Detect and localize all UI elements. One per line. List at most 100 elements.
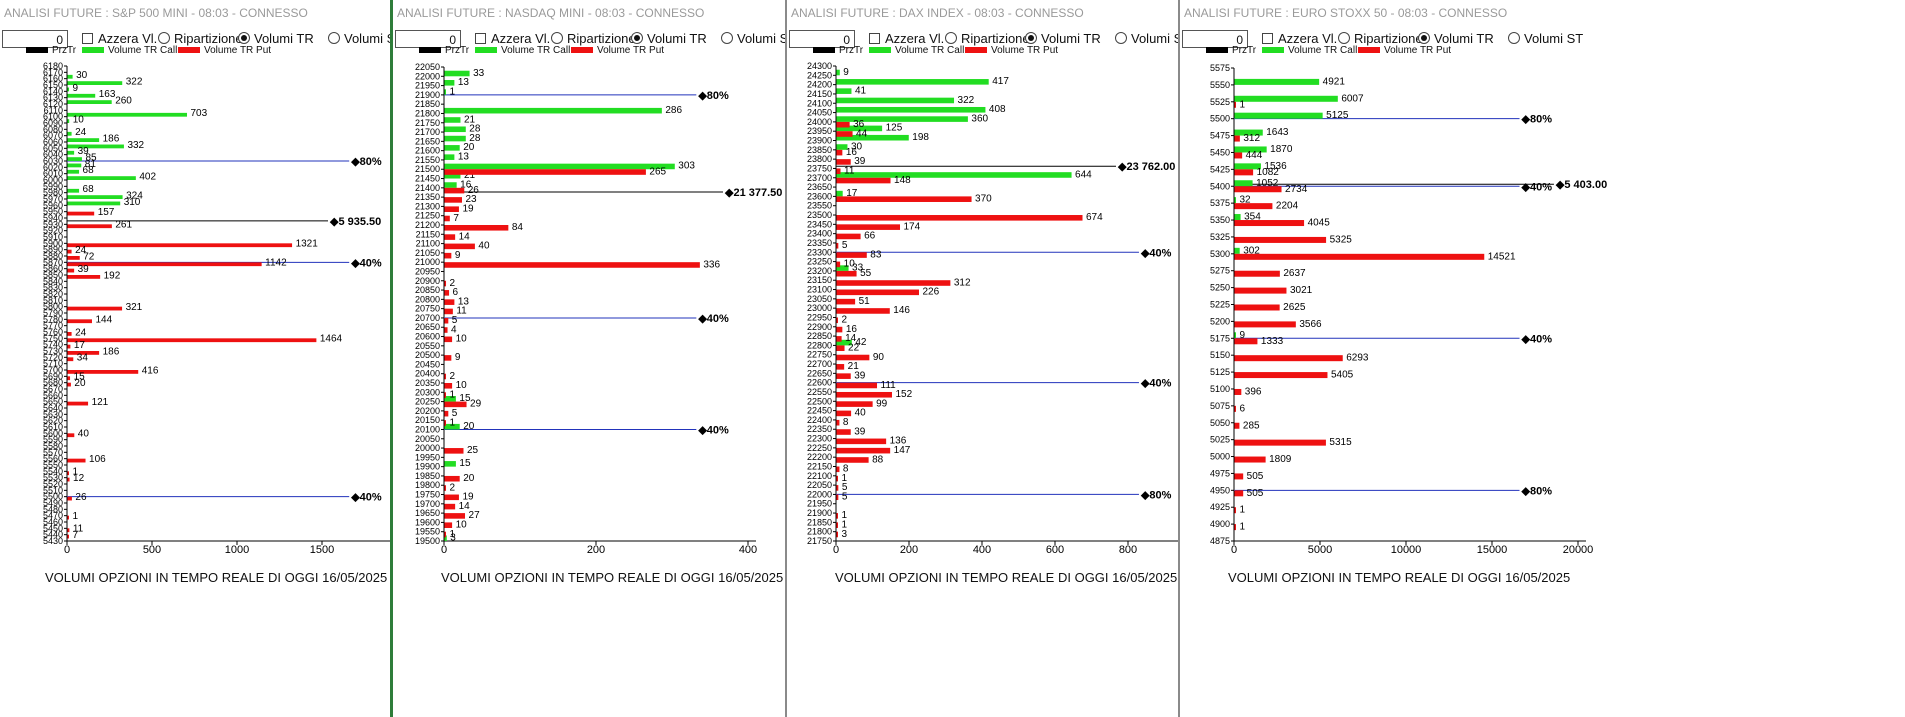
volumi-tr-radio[interactable] xyxy=(1418,32,1430,44)
put-value-label: 3 xyxy=(842,529,848,540)
put-bar xyxy=(836,215,1083,221)
panel-divider xyxy=(390,0,393,717)
put-bar xyxy=(67,268,75,273)
legend-swatch-call xyxy=(1262,47,1284,53)
strike-label: 5430 xyxy=(43,536,63,546)
call-value-label: 6007 xyxy=(1341,93,1364,104)
call-bar xyxy=(836,97,955,104)
strike-label: 5450 xyxy=(1210,147,1230,157)
put-value-label: 11 xyxy=(844,166,855,177)
strike-label: 6110 xyxy=(44,105,63,115)
put-bar xyxy=(1234,270,1280,277)
call-bar xyxy=(1234,163,1261,170)
ripartizione-label: Ripartizione xyxy=(174,31,243,46)
panel-title: ANALISI FUTURE : S&P 500 MINI - 08:03 - … xyxy=(4,6,308,20)
call-value-label: 85 xyxy=(85,153,97,164)
call-bar xyxy=(836,172,1072,178)
put-value-label: 17 xyxy=(74,340,86,351)
strike-label: 20550 xyxy=(415,341,440,351)
put-bar xyxy=(836,410,852,417)
put-value-label: 1142 xyxy=(265,258,287,269)
panel-title: ANALISI FUTURE : EURO STOXX 50 - 08:03 -… xyxy=(1184,6,1508,20)
strike-label: 21800 xyxy=(415,108,440,118)
put-value-label: 83 xyxy=(870,249,882,260)
put-value-label: 2 xyxy=(450,371,456,382)
put-bar xyxy=(67,528,70,533)
put-bar xyxy=(1234,439,1326,446)
strike-label: 22500 xyxy=(807,396,832,406)
put-bar xyxy=(444,225,509,231)
put-value-label: 106 xyxy=(89,454,106,465)
volumi-st-radio[interactable] xyxy=(328,32,340,44)
put-value-label: 2 xyxy=(842,315,848,326)
put-value-label: 11 xyxy=(73,524,84,535)
volumi-st-radio[interactable] xyxy=(1115,32,1127,44)
call-value-label: 644 xyxy=(1075,169,1092,180)
strike-label: 23800 xyxy=(807,154,832,164)
call-value-label: 33 xyxy=(473,68,485,79)
put-value-label: 10 xyxy=(844,259,856,270)
put-value-label: 226 xyxy=(922,287,939,298)
strike-label: 24150 xyxy=(807,89,832,99)
put-bar xyxy=(836,177,891,184)
put-value-label: 186 xyxy=(103,346,120,357)
call-bar xyxy=(444,423,460,430)
call-value-label: 13 xyxy=(458,77,470,88)
strike-label: 21250 xyxy=(415,211,440,221)
strike-label: 23600 xyxy=(807,191,832,201)
ripartizione-radio[interactable] xyxy=(158,32,170,44)
put-value-label: 5 xyxy=(842,492,848,503)
put-bar xyxy=(67,515,69,520)
volumi-tr-radio[interactable] xyxy=(1025,32,1037,44)
put-bar xyxy=(836,364,845,370)
volumi-tr-radio[interactable] xyxy=(238,32,250,44)
put-bar xyxy=(836,447,891,454)
call-bar xyxy=(836,339,852,346)
volumi-tr-radio[interactable] xyxy=(631,32,643,44)
ripartizione-radio[interactable] xyxy=(945,32,957,44)
volumi-st-radio[interactable] xyxy=(721,32,733,44)
price-label: ◆5 403.00 xyxy=(1555,179,1607,191)
call-value-label: 324 xyxy=(126,191,143,202)
ripartizione-radio[interactable] xyxy=(551,32,563,44)
chart-footer: VOLUMI OPZIONI IN TEMPO REALE DI OGGI 16… xyxy=(441,570,784,585)
put-value-label: 505 xyxy=(1247,488,1264,499)
strike-label: 22600 xyxy=(807,378,832,388)
volume-threshold-input[interactable]: 0 xyxy=(1182,30,1248,48)
chart-footer: VOLUMI OPZIONI IN TEMPO REALE DI OGGI 16… xyxy=(1228,570,1571,585)
put-value-label: 1321 xyxy=(296,239,319,250)
volumi-st-radio[interactable] xyxy=(1508,32,1520,44)
strike-label: 23400 xyxy=(807,229,832,239)
strike-label: 23300 xyxy=(807,247,832,257)
strike-label: 5890 xyxy=(43,245,63,255)
strike-label: 5100 xyxy=(1210,384,1230,394)
reset-checkbox[interactable] xyxy=(475,33,486,44)
call-value-label: 81 xyxy=(85,159,97,170)
reset-checkbox[interactable] xyxy=(82,33,93,44)
put-value-label: 1 xyxy=(450,529,456,540)
call-value-label: 42 xyxy=(855,337,867,348)
reset-checkbox[interactable] xyxy=(869,33,880,44)
strike-label: 5730 xyxy=(43,346,63,356)
put-bar xyxy=(836,289,919,296)
reset-checkbox[interactable] xyxy=(1262,33,1273,44)
strike-label: 20250 xyxy=(415,397,440,407)
call-bar xyxy=(67,176,136,180)
put-bar xyxy=(67,496,72,501)
legend-swatch-put xyxy=(965,47,987,53)
strike-label: 22900 xyxy=(807,322,832,332)
panel-eurostoxx: ANALISI FUTURE : EURO STOXX 50 - 08:03 -… xyxy=(1180,0,1905,717)
put-bar xyxy=(1234,405,1236,412)
put-value-label: 11 xyxy=(456,306,467,317)
put-bar xyxy=(1234,236,1327,243)
put-bar xyxy=(67,256,80,260)
put-value-label: 26 xyxy=(468,185,480,196)
put-bar xyxy=(1234,152,1243,159)
volume-threshold-input[interactable]: 0 xyxy=(395,30,461,48)
put-bar xyxy=(836,224,901,230)
call-value-label: 402 xyxy=(139,172,156,183)
put-bar xyxy=(444,169,646,175)
put-value-label: 9 xyxy=(455,352,461,363)
ripartizione-radio[interactable] xyxy=(1338,32,1350,44)
put-bar xyxy=(836,242,839,249)
